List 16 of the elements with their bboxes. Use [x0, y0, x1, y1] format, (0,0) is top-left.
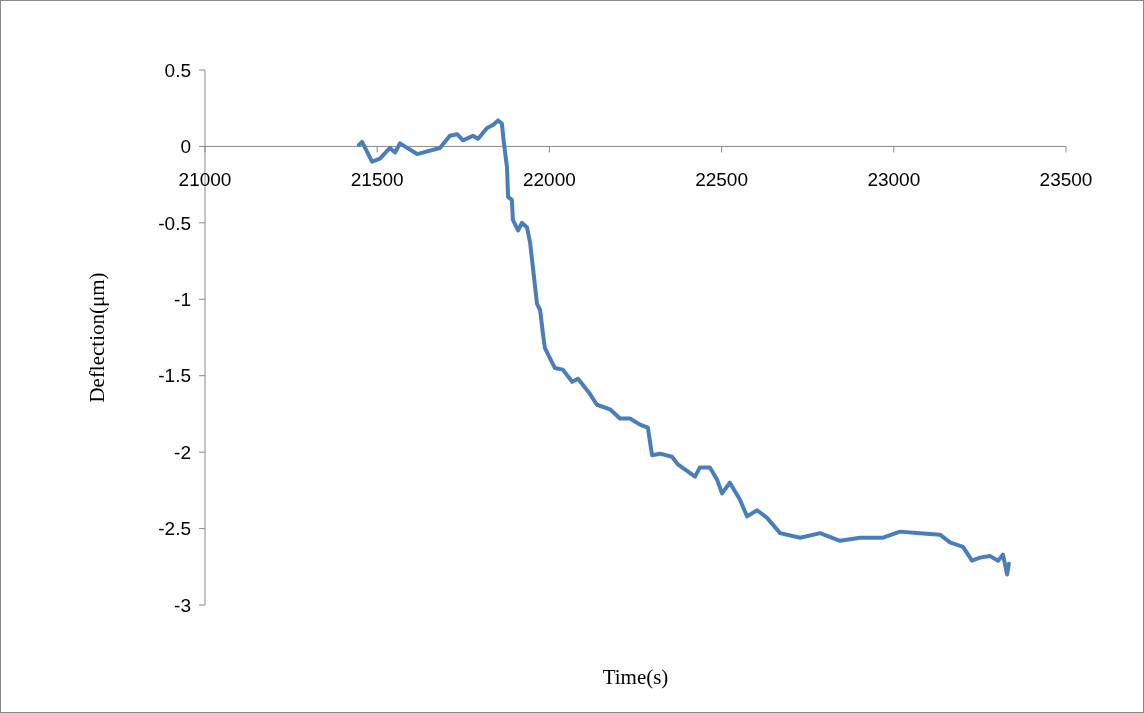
y-axis-title: Deflection(μm): [85, 272, 109, 403]
y-tick-label: -2: [174, 441, 191, 463]
y-tick-label: -1.5: [158, 365, 191, 387]
x-tick-label: 23500: [1039, 169, 1093, 191]
y-tick-label: -3: [174, 594, 191, 616]
x-tick-label: 21000: [178, 169, 232, 191]
y-tick-label: -0.5: [158, 212, 191, 234]
x-axis-title: Time(s): [602, 665, 669, 689]
x-tick-label: 23000: [867, 169, 921, 191]
y-tick-label: -2.5: [158, 518, 191, 540]
y-tick-label: 0.5: [164, 59, 191, 81]
x-tick-label: 22000: [522, 169, 576, 191]
x-tick-label: 22500: [695, 169, 749, 191]
x-tick-label: 21500: [350, 169, 404, 191]
y-tick-label: -1: [174, 288, 191, 310]
y-tick-label: 0: [180, 136, 191, 158]
